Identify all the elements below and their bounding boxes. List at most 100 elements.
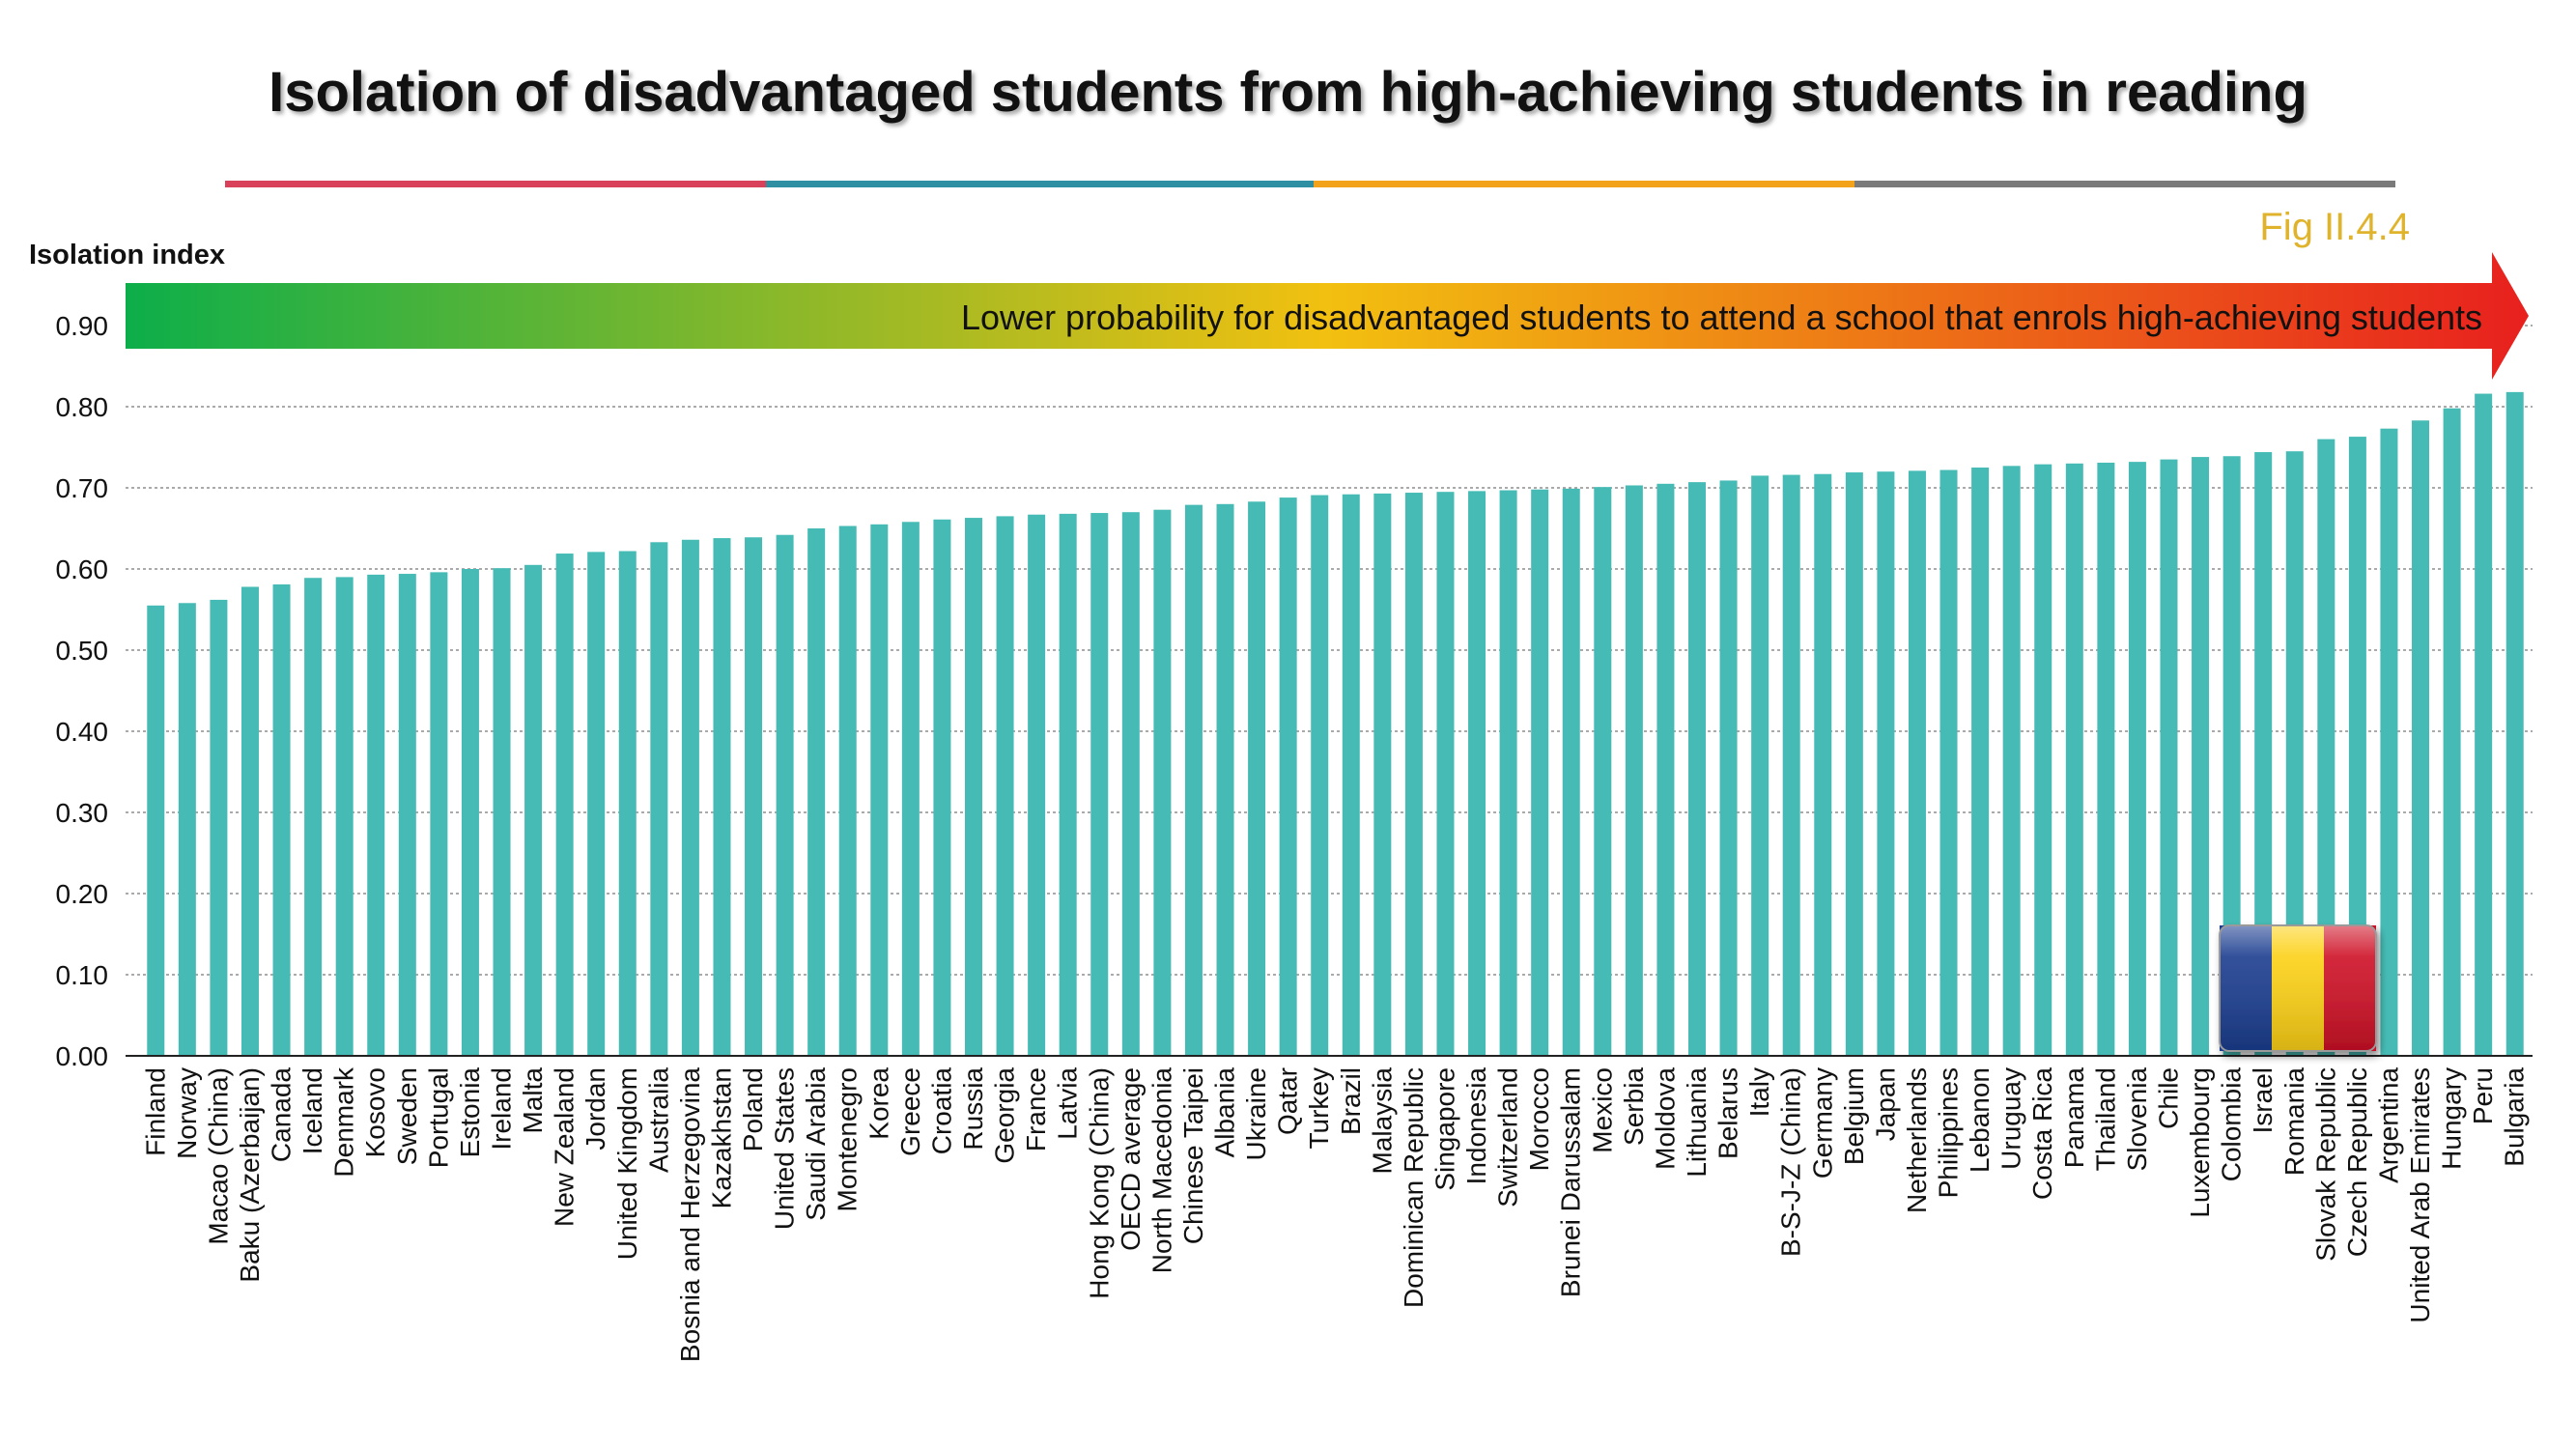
category-label: Macao (China) xyxy=(203,1067,233,1245)
category-label: United Kingdom xyxy=(612,1067,642,1260)
bar xyxy=(335,577,354,1056)
bar xyxy=(1436,492,1455,1056)
bar xyxy=(2097,462,2115,1057)
category-label: Belgium xyxy=(1839,1067,1869,1165)
flag-gloss xyxy=(2219,924,2377,1052)
bar xyxy=(1594,487,1612,1056)
bar xyxy=(1121,512,1140,1056)
category-label: Serbia xyxy=(1619,1067,1649,1146)
category-label: B-S-J-Z (China) xyxy=(1776,1067,1806,1257)
category-label: Chinese Taipei xyxy=(1178,1067,1208,1244)
bar xyxy=(2160,459,2178,1057)
bar xyxy=(493,568,511,1056)
bar xyxy=(1751,475,1769,1056)
bar xyxy=(178,603,196,1056)
category-label: Peru xyxy=(2468,1067,2498,1124)
category-label: Czech Republic xyxy=(2342,1067,2372,1257)
divider-segment-grey xyxy=(1854,181,2395,187)
category-label: Netherlands xyxy=(1902,1067,1932,1213)
bar xyxy=(1719,480,1738,1056)
category-label: Norway xyxy=(172,1067,202,1159)
category-label: Poland xyxy=(738,1067,768,1151)
category-label: Dominican Republic xyxy=(1399,1067,1429,1308)
bar xyxy=(1562,488,1580,1057)
category-label: Switzerland xyxy=(1493,1067,1523,1208)
bar xyxy=(272,583,291,1056)
category-label: Ireland xyxy=(487,1067,517,1151)
category-label: Brazil xyxy=(1336,1067,1366,1135)
bar xyxy=(1782,474,1800,1056)
bar xyxy=(838,526,857,1056)
bar xyxy=(1499,490,1517,1056)
bar xyxy=(964,518,982,1056)
category-label: Hungary xyxy=(2437,1067,2467,1170)
category-label: Bosnia and Herzegovina xyxy=(675,1067,705,1363)
y-tick-label: 0.40 xyxy=(56,717,109,747)
bar xyxy=(210,599,228,1056)
category-label: Germany xyxy=(1807,1067,1837,1179)
category-label: Colombia xyxy=(2217,1067,2247,1182)
bar xyxy=(933,519,951,1056)
category-label: Luxembourg xyxy=(2185,1067,2215,1218)
bar xyxy=(870,524,889,1056)
category-label: Thailand xyxy=(2090,1067,2120,1171)
bar xyxy=(587,552,606,1056)
bar xyxy=(1090,513,1109,1056)
bar xyxy=(745,537,763,1056)
bar xyxy=(1656,483,1675,1056)
bar xyxy=(1311,495,1329,1056)
bar xyxy=(2254,452,2273,1056)
category-label: Kazakhstan xyxy=(706,1067,736,1208)
bar xyxy=(713,538,731,1056)
bar xyxy=(524,564,543,1056)
bar xyxy=(2285,451,2304,1056)
bar xyxy=(1814,473,1832,1057)
bar xyxy=(2034,464,2052,1056)
bar xyxy=(1625,485,1643,1057)
y-tick-label: 0.80 xyxy=(56,392,109,422)
bar xyxy=(1531,489,1549,1056)
bar xyxy=(618,551,637,1056)
bar xyxy=(2443,408,2461,1056)
category-label: Denmark xyxy=(329,1066,359,1178)
category-label: United States xyxy=(770,1067,800,1230)
bar xyxy=(2380,428,2398,1056)
bar xyxy=(1059,513,1077,1056)
bar xyxy=(996,516,1014,1056)
category-label: Latvia xyxy=(1053,1067,1083,1140)
category-label: Panama xyxy=(2059,1067,2089,1169)
category-label: Malta xyxy=(518,1067,548,1134)
category-label: Canada xyxy=(267,1067,297,1163)
category-label: Belarus xyxy=(1713,1067,1743,1159)
category-label: Hong Kong (China) xyxy=(1084,1067,1114,1299)
bar xyxy=(2192,457,2210,1057)
category-label: Croatia xyxy=(926,1067,956,1155)
bar xyxy=(1908,470,1926,1056)
category-label: Finland xyxy=(140,1067,170,1156)
category-label: Iceland xyxy=(297,1067,327,1154)
y-tick-label: 0.60 xyxy=(56,554,109,584)
category-label: Lebanon xyxy=(1965,1067,1995,1173)
category-label: Argentina xyxy=(2373,1067,2403,1183)
divider-segment-red xyxy=(225,181,766,187)
bar xyxy=(1373,493,1392,1056)
category-label: Greece xyxy=(895,1067,925,1156)
category-label: Montenegro xyxy=(833,1067,863,1211)
category-label: France xyxy=(1021,1067,1051,1151)
chart-title: Isolation of disadvantaged students from… xyxy=(269,61,2307,124)
bar xyxy=(555,554,574,1056)
bars xyxy=(147,391,2524,1057)
category-label: Indonesia xyxy=(1461,1067,1491,1185)
category-label: Romania xyxy=(2279,1067,2309,1176)
category-label: Portugal xyxy=(423,1067,453,1168)
category-label: Morocco xyxy=(1524,1067,1554,1171)
y-axis-title: Isolation index xyxy=(29,240,225,270)
y-tick-label: 0.50 xyxy=(56,636,109,666)
category-label: Sweden xyxy=(392,1067,422,1165)
bar xyxy=(2505,391,2524,1056)
category-label: Costa Rica xyxy=(2027,1067,2057,1200)
bar xyxy=(2222,456,2241,1056)
bar xyxy=(398,574,416,1056)
bar xyxy=(1468,491,1486,1056)
